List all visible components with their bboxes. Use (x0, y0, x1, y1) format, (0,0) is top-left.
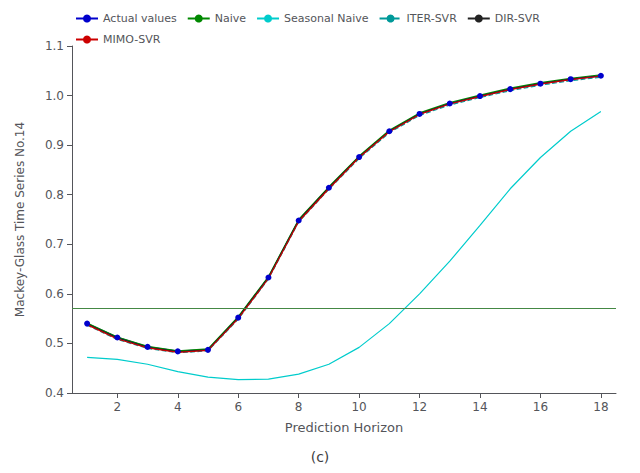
svg-text:16: 16 (533, 400, 548, 414)
svg-text:8: 8 (295, 400, 303, 414)
svg-text:0.4: 0.4 (45, 386, 64, 400)
svg-text:ITER-SVR: ITER-SVR (407, 12, 458, 25)
svg-text:0.5: 0.5 (45, 336, 64, 350)
svg-text:Mackey-Glass Time Series No.14: Mackey-Glass Time Series No.14 (13, 122, 27, 317)
svg-text:(c): (c) (311, 449, 330, 465)
svg-text:MIMO-SVR: MIMO-SVR (103, 33, 161, 46)
svg-text:2: 2 (114, 400, 122, 414)
svg-text:0.6: 0.6 (45, 287, 64, 301)
svg-text:1.0: 1.0 (45, 89, 64, 103)
svg-text:Naive: Naive (215, 12, 247, 25)
svg-text:DIR-SVR: DIR-SVR (495, 12, 540, 25)
svg-text:12: 12 (412, 400, 427, 414)
svg-text:1.1: 1.1 (45, 39, 64, 53)
svg-text:14: 14 (472, 400, 487, 414)
svg-text:4: 4 (174, 400, 182, 414)
svg-text:0.9: 0.9 (45, 138, 64, 152)
svg-text:18: 18 (593, 400, 608, 414)
svg-text:0.8: 0.8 (45, 188, 64, 202)
svg-text:Seasonal Naive: Seasonal Naive (284, 12, 369, 25)
svg-text:6: 6 (234, 400, 242, 414)
svg-text:Prediction Horizon: Prediction Horizon (285, 420, 403, 435)
svg-text:Actual values: Actual values (103, 12, 177, 25)
svg-text:0.7: 0.7 (45, 237, 64, 251)
svg-text:10: 10 (351, 400, 366, 414)
